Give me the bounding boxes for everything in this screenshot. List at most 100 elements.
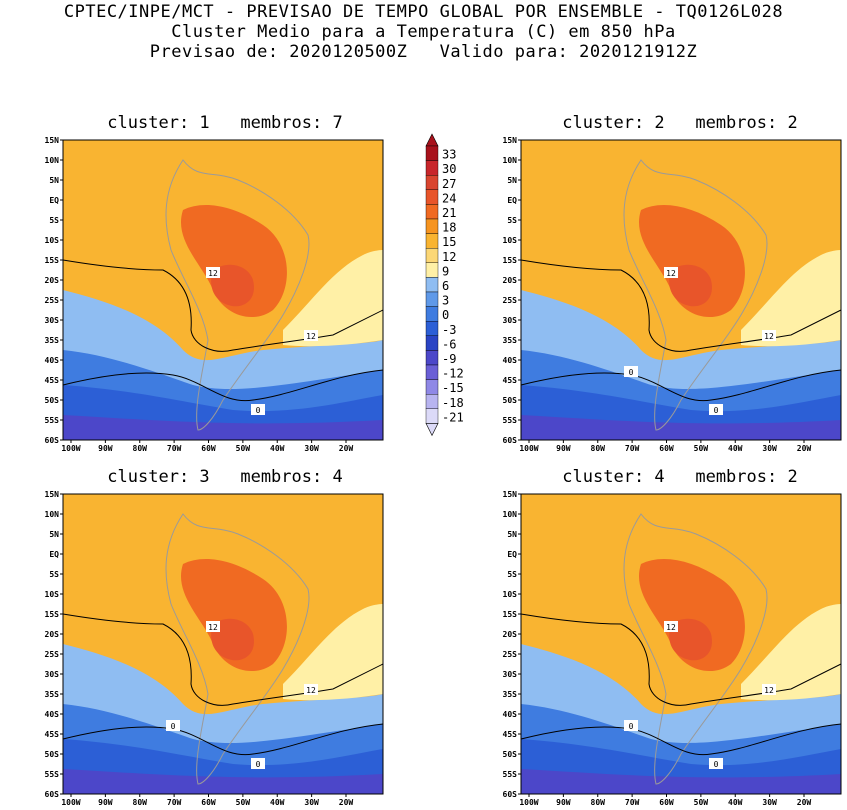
lat-tick-label: 45S (503, 730, 518, 739)
lat-tick-label: 10S (45, 236, 60, 245)
colorbar-label: 12 (442, 250, 456, 264)
lat-tick-label: 15N (45, 490, 60, 499)
lat-tick-label: 45S (503, 376, 518, 385)
lon-tick-label: 30W (762, 444, 777, 453)
lon-tick-label: 70W (625, 444, 640, 453)
contour-label: 12 (666, 623, 676, 632)
contour-label: 12 (666, 269, 676, 278)
lat-tick-label: 30S (45, 316, 60, 325)
contour-label: 0 (629, 368, 634, 377)
lat-tick-label: 5S (507, 570, 517, 579)
lat-tick-label: EQ (49, 550, 59, 559)
colorbar-label: -15 (442, 381, 464, 395)
colorbar-label: 6 (442, 279, 449, 293)
colorbar-swatch (425, 160, 439, 176)
map-panel-cluster-1: 12 12 0 15N 10N 5N EQ 5S 10S 15S 20S 25S 30S 35S 40S 45… (30, 136, 390, 456)
lat-tick-label: 5N (507, 176, 517, 185)
lat-tick-label: 50S (503, 396, 518, 405)
lon-tick-label: 80W (591, 444, 606, 453)
colorbar-swatch (425, 262, 439, 278)
colorbar-swatch (425, 218, 439, 234)
panel-title-3: cluster: 3 membros: 4 (107, 467, 343, 487)
contour-label-bg (206, 267, 220, 278)
lat-tick-label: 5N (507, 530, 517, 539)
lat-tick-label: 15S (45, 256, 60, 265)
colorbar-swatch (425, 175, 439, 191)
lat-tick-label: 10N (503, 156, 518, 165)
header-line-2: Cluster Medio para a Temperatura (C) em … (171, 22, 676, 42)
lat-tick-label: 15S (503, 256, 518, 265)
lat-tick-label: 35S (45, 336, 60, 345)
lon-tick-label: 100W (61, 444, 80, 453)
contour-label-bg (251, 404, 265, 415)
lat-tick-label: 20S (503, 276, 518, 285)
map-svg: 12 12 0 15N 10N 5N EQ 5S 10S 15S 20S 25S 30S 35S 40S 45… (45, 136, 384, 453)
colorbar-label: 18 (442, 221, 456, 235)
lat-tick-label: 60S (45, 790, 60, 799)
contour-label: 0 (714, 406, 719, 415)
map-svg: 12 12 0 0 15N 10N 5N EQ 5S 10S 15S 20S 25S 30S 35S 40S 4… (503, 490, 842, 807)
lat-tick-label: EQ (49, 196, 59, 205)
map-svg: 12 12 0 0 15N 10N 5N EQ 5S 10S 15S 20S 25S 30S 35S 40S 4… (503, 136, 842, 453)
lat-tick-label: 55S (503, 416, 518, 425)
panel-title-4: cluster: 4 membros: 2 (562, 467, 798, 487)
map-svg: 12 12 0 0 15N 10N 5N EQ 5S 10S 15S 20S 25S 30S 35S 40S 4… (45, 490, 384, 807)
contour-label: 0 (256, 406, 261, 415)
contour-line-0 (520, 369, 842, 402)
contour-label-bg (624, 720, 638, 731)
lat-tick-label: 45S (45, 730, 60, 739)
colorbar-swatch (425, 189, 439, 205)
lon-tick-label: 20W (339, 444, 354, 453)
contour-label-bg (304, 684, 318, 695)
map-frame (62, 493, 384, 795)
colorbar-swatch (425, 145, 439, 161)
map-panel-cluster-2: 12 12 0 0 15N 10N 5N EQ 5S 10S 15S 20S 25S 30S 35S 40S 4… (488, 136, 847, 456)
lat-tick-label: 10N (503, 510, 518, 519)
colorbar-label: 30 (442, 162, 456, 176)
contour-label-bg (206, 621, 220, 632)
lat-tick-label: 60S (45, 436, 60, 445)
colorbar-label: -9 (442, 352, 456, 366)
contour-label-bg (762, 330, 776, 341)
header-line-3: Previsao de: 2020120500Z Valido para: 20… (149, 42, 698, 62)
contour-label: 0 (629, 722, 634, 731)
lon-tick-label: 50W (694, 444, 709, 453)
lon-tick-label: 90W (556, 444, 571, 453)
lat-tick-label: 50S (45, 396, 60, 405)
lon-tick-label: 90W (98, 444, 113, 453)
colorbar-label: 33 (442, 148, 456, 162)
lat-tick-label: 5N (49, 530, 59, 539)
contour-label-bg (166, 720, 180, 731)
lat-tick-label: 25S (45, 650, 60, 659)
temperature-field: 12 12 0 0 (520, 140, 842, 440)
lat-tick-label: 15S (45, 610, 60, 619)
lat-tick-label: 10N (45, 156, 60, 165)
contour-line-0 (62, 369, 384, 402)
map-frame (520, 493, 842, 795)
lon-tick-label: 40W (270, 444, 285, 453)
lat-tick-label: 20S (45, 630, 60, 639)
lat-tick-label: EQ (507, 196, 517, 205)
lat-tick-label: 10S (45, 590, 60, 599)
lat-tick-label: 50S (503, 750, 518, 759)
colorbar-label: -6 (442, 337, 456, 351)
lat-tick-label: 55S (45, 770, 60, 779)
map-panel-cluster-4: 12 12 0 0 15N 10N 5N EQ 5S 10S 15S 20S 25S 30S 35S 40S 4… (488, 490, 847, 810)
contour-line-12 (62, 259, 384, 352)
lon-tick-label: 50W (236, 444, 251, 453)
colorbar-label: 21 (442, 206, 456, 220)
lat-tick-label: 30S (503, 670, 518, 679)
contour-label-bg (762, 684, 776, 695)
lon-tick-label: 70W (167, 444, 182, 453)
lon-tick-label: 20W (797, 444, 812, 453)
lat-tick-label: 40S (503, 710, 518, 719)
contour-label: 0 (256, 760, 261, 769)
lat-tick-label: 5S (49, 216, 59, 225)
contour-line-12 (62, 613, 384, 706)
contour-label-bg (624, 366, 638, 377)
lat-tick-label: 60S (503, 790, 518, 799)
colorbar-swatch (425, 335, 439, 351)
coastline (165, 513, 310, 785)
colorbar-swatch (425, 291, 439, 307)
coastline (623, 159, 768, 431)
